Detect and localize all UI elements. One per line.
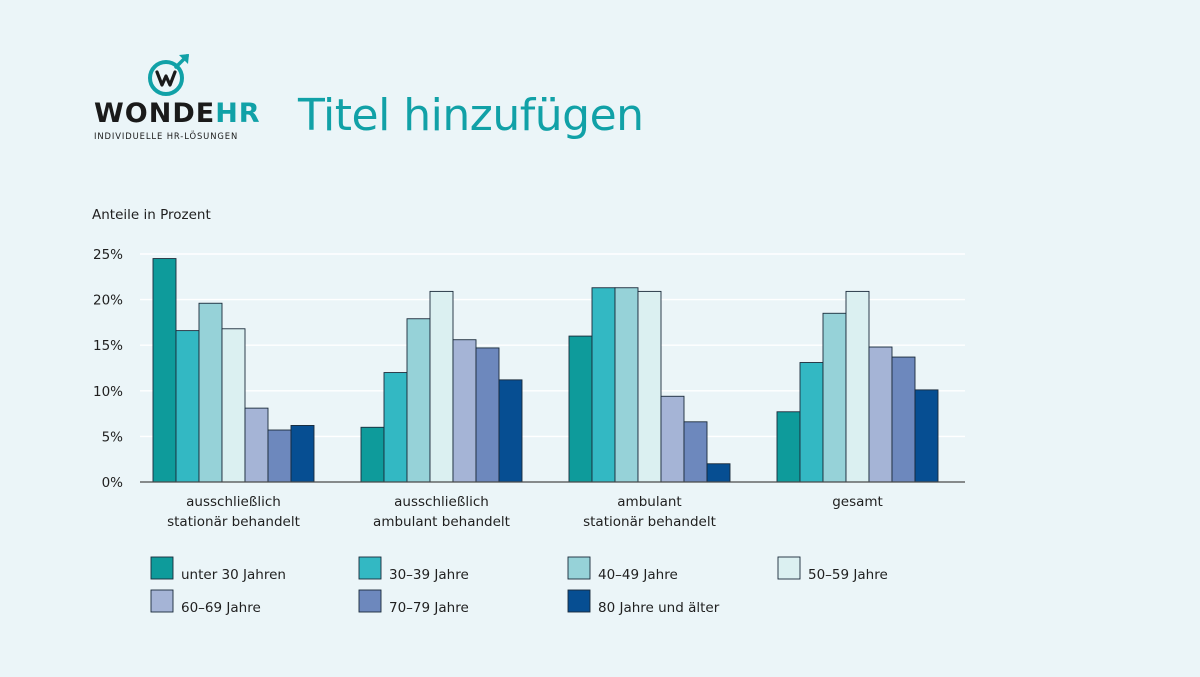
y-tick-label: 0% [102, 475, 124, 491]
y-tick-label: 25% [93, 247, 123, 263]
bar-1-4 [776, 411, 801, 483]
bar-3-3 [614, 287, 639, 483]
bar-4-1 [221, 328, 246, 483]
brand-wordmark: WONDEHR [94, 98, 261, 129]
bar-6-1 [267, 429, 292, 483]
bar-7-2 [498, 379, 523, 483]
bar-2-3 [591, 287, 616, 483]
legend-swatch [567, 589, 591, 613]
y-tick-label: 20% [93, 293, 123, 309]
bar-6-2 [475, 347, 500, 483]
bar-5-1 [244, 407, 269, 483]
x-tick-label: ambulant [617, 494, 681, 510]
bar-1-3 [568, 335, 593, 483]
bar-7-1 [290, 425, 315, 483]
legend-label: 50–59 Jahre [808, 567, 888, 583]
legend-swatch [150, 589, 174, 613]
x-tick-label: ambulant behandelt [373, 514, 510, 530]
x-tick-label: stationär behandelt [583, 514, 716, 530]
legend-label: 40–49 Jahre [598, 567, 678, 583]
bar-2-2 [383, 372, 408, 483]
bar-7-4 [914, 389, 939, 483]
y-tick-label: 10% [93, 384, 123, 400]
brand-tagline: INDIVIDUELLE HR-LÖSUNGEN [94, 131, 239, 141]
legend-label: unter 30 Jahren [181, 567, 286, 583]
legend-label: 60–69 Jahre [181, 600, 261, 616]
brand-logo: WONDEHR INDIVIDUELLE HR-LÖSUNGEN [90, 52, 260, 147]
legend-swatch [358, 589, 382, 613]
bar-5-2 [452, 339, 477, 483]
bar-1-1 [152, 258, 177, 483]
x-tick-label: ausschließlich [186, 494, 281, 510]
legend-swatch [777, 556, 801, 580]
bar-6-4 [891, 356, 916, 483]
bar-3-4 [822, 312, 847, 483]
bar-2-1 [175, 330, 200, 483]
bar-4-2 [429, 290, 454, 483]
legend-swatch [358, 556, 382, 580]
bar-2-4 [799, 362, 824, 483]
bar-4-3 [637, 290, 662, 483]
legend-swatch [567, 556, 591, 580]
legend-label: 80 Jahre und älter [598, 600, 720, 616]
x-tick-label: stationär behandelt [167, 514, 300, 530]
x-tick-label: ausschließlich [394, 494, 489, 510]
bar-3-1 [198, 302, 223, 483]
y-tick-label: 5% [102, 429, 124, 445]
legend-label: 30–39 Jahre [389, 567, 469, 583]
y-axis-title: Anteile in Prozent [92, 207, 211, 223]
bar-4-4 [845, 290, 870, 483]
legend-swatch [150, 556, 174, 580]
bar-5-4 [868, 346, 893, 483]
logo-mark-icon [148, 54, 189, 96]
x-tick-label: gesamt [832, 494, 883, 510]
bar-7-3 [706, 463, 731, 483]
legend-label: 70–79 Jahre [389, 600, 469, 616]
bar-5-3 [660, 395, 685, 483]
y-tick-label: 15% [93, 338, 123, 354]
bar-6-3 [683, 421, 708, 483]
bar-1-2 [360, 426, 385, 483]
bar-3-2 [406, 318, 431, 483]
page-title: Titel hinzufügen [298, 90, 644, 141]
